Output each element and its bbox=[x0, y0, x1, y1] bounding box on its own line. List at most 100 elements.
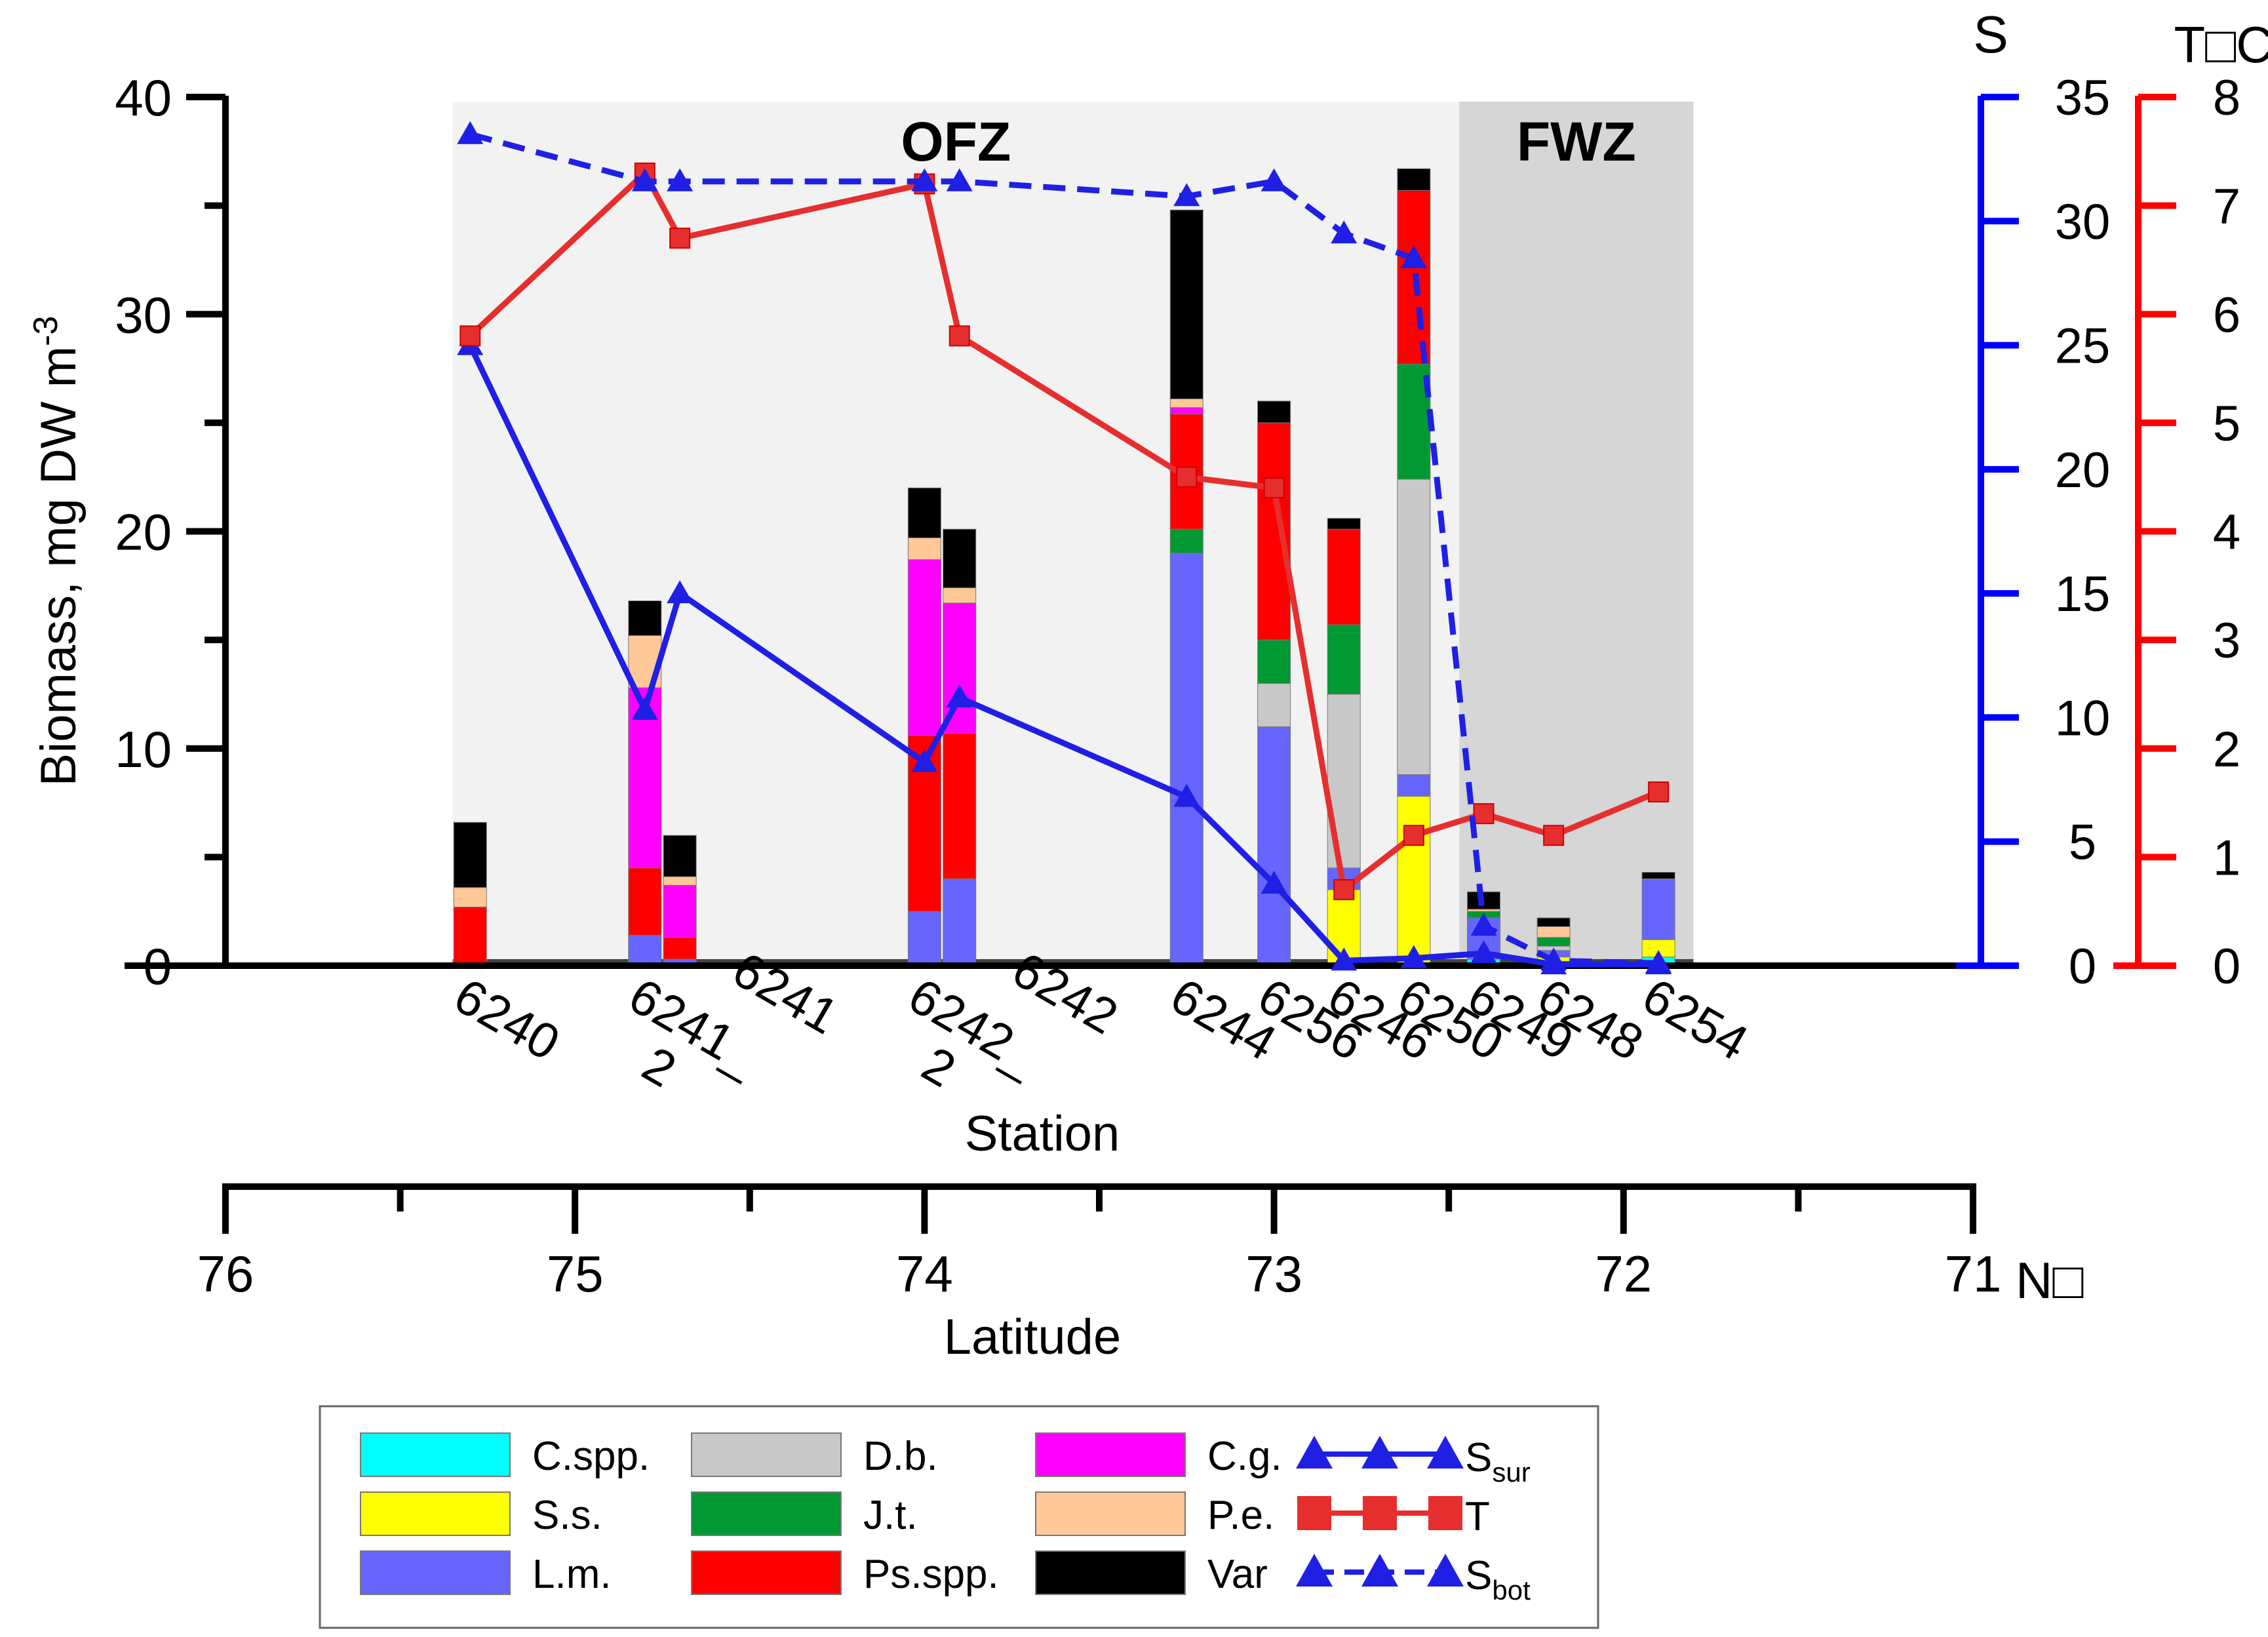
bar-segment-6240-psspp bbox=[453, 907, 487, 964]
series-marker-s-bot bbox=[1540, 947, 1567, 971]
latitude-axis-title: Latitude bbox=[944, 1309, 1121, 1365]
bar-stack-6242_2 bbox=[907, 487, 941, 966]
bar-segment-6242_2-lm bbox=[907, 911, 941, 966]
legend-swatch-pe bbox=[1035, 1491, 1186, 1536]
legend-marker bbox=[1361, 1436, 1398, 1469]
y-temperature-tick-label: 6 bbox=[2213, 287, 2240, 343]
legend-swatch-db bbox=[691, 1432, 842, 1477]
latitude-tick-label: 72 bbox=[1595, 1245, 1652, 1303]
latitude-tick-label: 76 bbox=[197, 1245, 254, 1303]
y-left-tick-label: 20 bbox=[115, 503, 172, 561]
series-marker-s-bot bbox=[667, 168, 694, 191]
legend-swatch-jt bbox=[691, 1491, 842, 1536]
legend-label-s-sur: Ssur bbox=[1465, 1435, 1531, 1488]
bar-segment-6244-jt bbox=[1169, 528, 1203, 554]
y-salinity-tick-label: 5 bbox=[2069, 815, 2096, 871]
series-marker-s-bot bbox=[1470, 913, 1497, 936]
y-temperature-tick-label: 8 bbox=[2213, 70, 2240, 126]
legend-swatch-psspp bbox=[691, 1550, 842, 1595]
y-salinity-tick-label: 25 bbox=[2055, 319, 2111, 374]
bar-stack-6241 bbox=[663, 835, 697, 966]
zone-ofz-label: OFZ bbox=[901, 111, 1011, 172]
y-salinity-tick-label: 30 bbox=[2055, 194, 2111, 250]
series-marker-s-sur bbox=[1173, 783, 1200, 807]
bar-layer bbox=[453, 168, 1675, 966]
series-marker-s-bot bbox=[1261, 168, 1287, 191]
line-series-layer bbox=[457, 121, 1672, 975]
legend-swatch-ss bbox=[360, 1491, 511, 1536]
bar-segment-6246-var bbox=[1327, 518, 1361, 530]
station-label-6254: 6254 bbox=[1633, 968, 1757, 1071]
bar-segment-6242-psspp bbox=[943, 733, 977, 879]
legend-label-t: T bbox=[1465, 1494, 1490, 1539]
bar-segment-6246-psspp bbox=[1327, 528, 1361, 625]
bar-segment-6240-var bbox=[453, 821, 487, 888]
legend-swatch-cg bbox=[1035, 1432, 1186, 1477]
y-left-tick-label: 0 bbox=[144, 937, 172, 995]
zone-fwz-label: FWZ bbox=[1517, 111, 1636, 172]
bar-stack-6242 bbox=[943, 528, 977, 966]
y-salinity-tick-label: 20 bbox=[2055, 443, 2111, 498]
zone-fwz-band bbox=[1459, 102, 1694, 966]
legend-marker bbox=[1296, 1554, 1333, 1587]
series-marker-t bbox=[948, 325, 970, 347]
axes-layer bbox=[125, 94, 2176, 1234]
legend-marker bbox=[1428, 1496, 1462, 1530]
bar-segment-6256-db bbox=[1257, 682, 1291, 728]
bar-segment-6250-lm bbox=[1397, 774, 1431, 797]
bar-segment-6241-var bbox=[663, 835, 697, 877]
y-temperature-tick-label: 7 bbox=[2213, 179, 2240, 235]
bar-stack-6241_2 bbox=[628, 601, 662, 966]
series-marker-s-sur bbox=[631, 697, 658, 720]
series-marker-t bbox=[669, 227, 691, 249]
y-salinity-tick-label: 10 bbox=[2055, 690, 2111, 746]
series-marker-s-sur bbox=[946, 684, 973, 708]
y-salinity-tick-label: 35 bbox=[2055, 70, 2111, 126]
legend-label-psspp: Ps.spp. bbox=[863, 1552, 999, 1597]
station-label-6240: 6240 bbox=[445, 968, 569, 1071]
series-line-s-sur bbox=[467, 344, 1659, 968]
legend-label-jt: J.t. bbox=[863, 1493, 918, 1538]
series-marker-s-bot bbox=[1331, 220, 1358, 244]
y-temperature-tick-label: 3 bbox=[2213, 613, 2240, 669]
series-line-t bbox=[468, 170, 1660, 893]
bar-segment-6256-jt bbox=[1257, 639, 1291, 684]
y-axis-left-title: Biomass, mg DW m-3 bbox=[27, 316, 87, 787]
bar-stack-6240 bbox=[453, 821, 487, 966]
legend-swatch-var bbox=[1035, 1550, 1186, 1595]
bar-segment-6250-db bbox=[1397, 479, 1431, 775]
series-marker-t bbox=[1648, 781, 1670, 802]
series-marker-t bbox=[1473, 803, 1495, 825]
bar-segment-6244-var bbox=[1169, 209, 1203, 399]
y-left-tick-label: 30 bbox=[115, 286, 172, 344]
series-marker-s-sur bbox=[667, 580, 694, 604]
y-axis-salinity-title: S bbox=[1973, 5, 2008, 64]
bar-segment-6244-pe bbox=[1169, 398, 1203, 408]
legend-marker bbox=[1427, 1436, 1464, 1469]
bar-segment-6241_2-lm bbox=[628, 935, 662, 966]
legend-label-var: Var bbox=[1207, 1552, 1268, 1597]
bar-stack-6256 bbox=[1257, 401, 1291, 966]
bar-segment-6250-var bbox=[1397, 168, 1431, 191]
legend-marker bbox=[1427, 1554, 1464, 1587]
bar-segment-6244-cg bbox=[1169, 407, 1203, 415]
bar-segment-6246-jt bbox=[1327, 624, 1361, 695]
bar-segment-6242-lm bbox=[943, 878, 977, 966]
series-marker-s-bot bbox=[631, 168, 658, 191]
latitude-tick-label: 75 bbox=[547, 1245, 604, 1303]
bar-segment-6241-cg bbox=[663, 884, 697, 938]
y-temperature-tick-label: 0 bbox=[2213, 939, 2240, 995]
bar-segment-6248-var bbox=[1536, 917, 1571, 927]
y-left-tick-label: 40 bbox=[115, 69, 172, 127]
bar-segment-6254-var bbox=[1641, 872, 1675, 879]
bar-segment-6241-pe bbox=[663, 876, 697, 886]
series-marker-t bbox=[459, 325, 481, 347]
station-label-text: 2 bbox=[633, 1036, 685, 1098]
y-temperature-tick-label: 4 bbox=[2213, 505, 2240, 561]
legend-label-cg: C.g. bbox=[1207, 1434, 1282, 1479]
legend-marker bbox=[1296, 1436, 1333, 1469]
y-axis-temperature-title: T□C bbox=[2174, 16, 2268, 73]
series-marker-s-bot bbox=[1400, 245, 1427, 269]
series-marker-s-bot bbox=[457, 121, 484, 144]
